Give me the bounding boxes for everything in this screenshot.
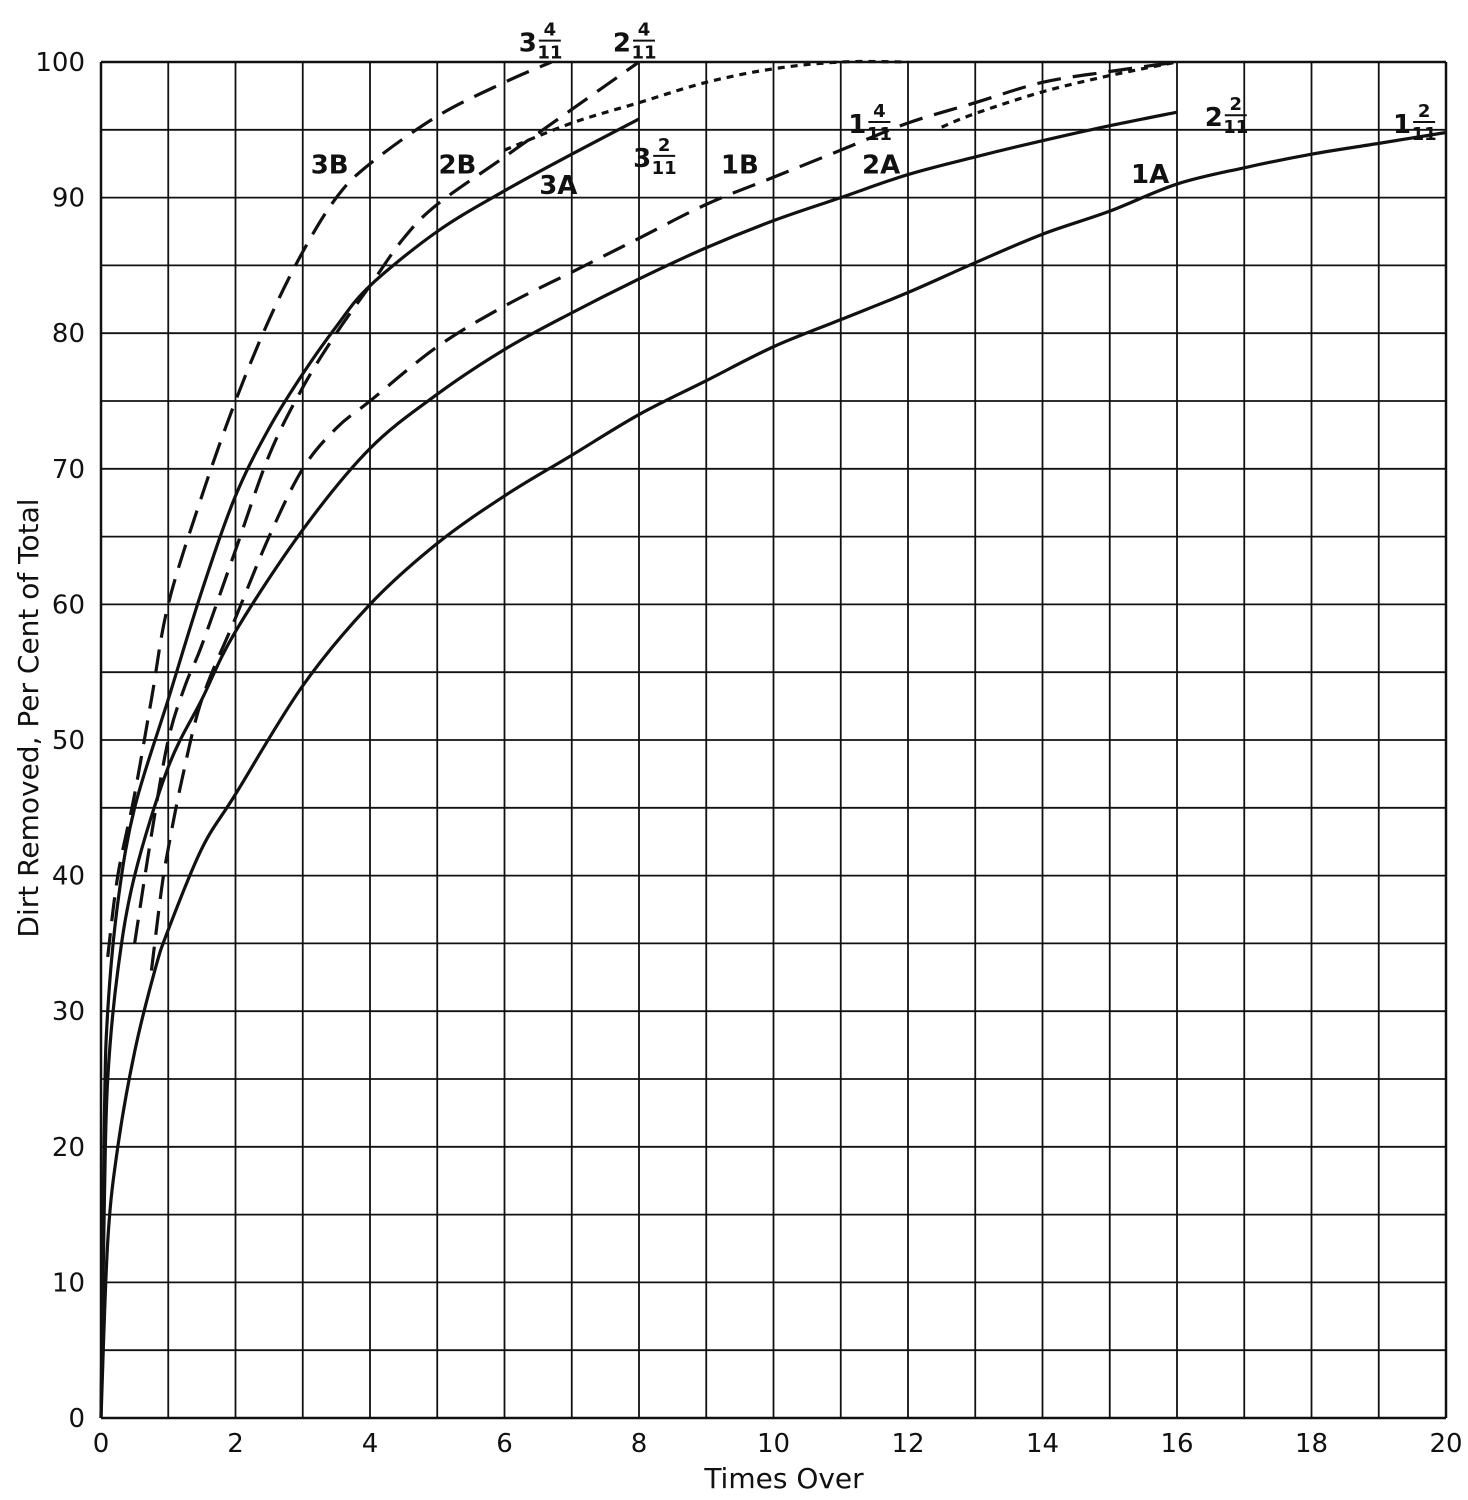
- fraction-whole: 3: [633, 144, 651, 174]
- fraction-label: 2 211: [1205, 94, 1249, 138]
- y-tick-label: 0: [68, 1404, 85, 1434]
- y-tick-label: 20: [52, 1133, 85, 1163]
- fraction-label: 1 411: [848, 101, 892, 145]
- x-tick-label: 8: [631, 1429, 648, 1459]
- fraction-numerator: 2: [658, 135, 671, 156]
- x-tick-label: 14: [1026, 1429, 1059, 1459]
- fraction-numerator: 2: [1230, 94, 1243, 115]
- series-line: [941, 60, 1178, 129]
- fraction-label: 2 411: [613, 20, 657, 64]
- y-tick-label: 100: [35, 48, 85, 78]
- y-tick-label: 50: [52, 726, 85, 756]
- y-tick-label: 80: [52, 319, 85, 349]
- fraction-numerator: 4: [638, 20, 651, 41]
- fraction-whole: 1: [1393, 110, 1411, 140]
- x-tick-label: 10: [757, 1429, 790, 1459]
- fraction-label: 1 211: [1393, 101, 1437, 145]
- fraction-whole: 2: [1205, 103, 1223, 133]
- y-tick-label: 40: [52, 862, 85, 892]
- fraction-denominator: 11: [537, 43, 562, 64]
- x-tick-label: 18: [1295, 1429, 1328, 1459]
- y-tick-label: 90: [52, 184, 85, 214]
- x-tick-label: 16: [1160, 1429, 1193, 1459]
- curve-label: 3B: [311, 151, 349, 181]
- fraction-denominator: 11: [867, 124, 892, 145]
- series-line: [99, 110, 1178, 1419]
- x-axis-title: Times Over: [703, 1462, 864, 1495]
- series-line: [133, 60, 640, 944]
- x-tick-label: 0: [93, 1429, 110, 1459]
- curve-label: 3A: [539, 171, 577, 201]
- fraction-label: 3 411: [519, 20, 563, 64]
- fraction-denominator: 11: [1223, 117, 1248, 138]
- x-tick-label: 12: [891, 1429, 924, 1459]
- fraction-numerator: 4: [873, 101, 886, 122]
- y-tick-label: 10: [52, 1268, 85, 1298]
- fraction-whole: 2: [613, 29, 631, 59]
- x-tick-label: 6: [496, 1429, 513, 1459]
- y-tick-label: 70: [52, 455, 85, 485]
- series-line: [503, 59, 909, 152]
- curve-label: 1B: [721, 151, 759, 181]
- x-tick-label: 4: [362, 1429, 379, 1459]
- fraction-numerator: 4: [544, 20, 557, 41]
- y-axis-title: Dirt Removed, Per Cent of Total: [12, 498, 45, 937]
- fraction-denominator: 11: [631, 43, 656, 64]
- series-line: [99, 130, 1447, 1419]
- series-line: [106, 60, 553, 958]
- curve-label: 1A: [1131, 160, 1169, 190]
- curve-label: 2A: [862, 151, 900, 181]
- y-tick-label: 30: [52, 997, 85, 1027]
- series-lines: [99, 59, 1447, 1419]
- fraction-numerator: 2: [1418, 101, 1431, 122]
- curve-label: 2B: [438, 151, 476, 181]
- y-tick-label: 60: [52, 590, 85, 620]
- grid: [99, 60, 1448, 1420]
- x-tick-label: 20: [1429, 1429, 1462, 1459]
- fraction-denominator: 11: [1412, 124, 1437, 145]
- series-line: [99, 117, 640, 1419]
- fraction-whole: 1: [848, 110, 866, 140]
- fraction-denominator: 11: [652, 158, 677, 179]
- fraction-label: 3 211: [633, 135, 677, 179]
- fraction-whole: 3: [519, 29, 537, 59]
- x-tick-label: 2: [227, 1429, 244, 1459]
- series-line: [149, 60, 1178, 971]
